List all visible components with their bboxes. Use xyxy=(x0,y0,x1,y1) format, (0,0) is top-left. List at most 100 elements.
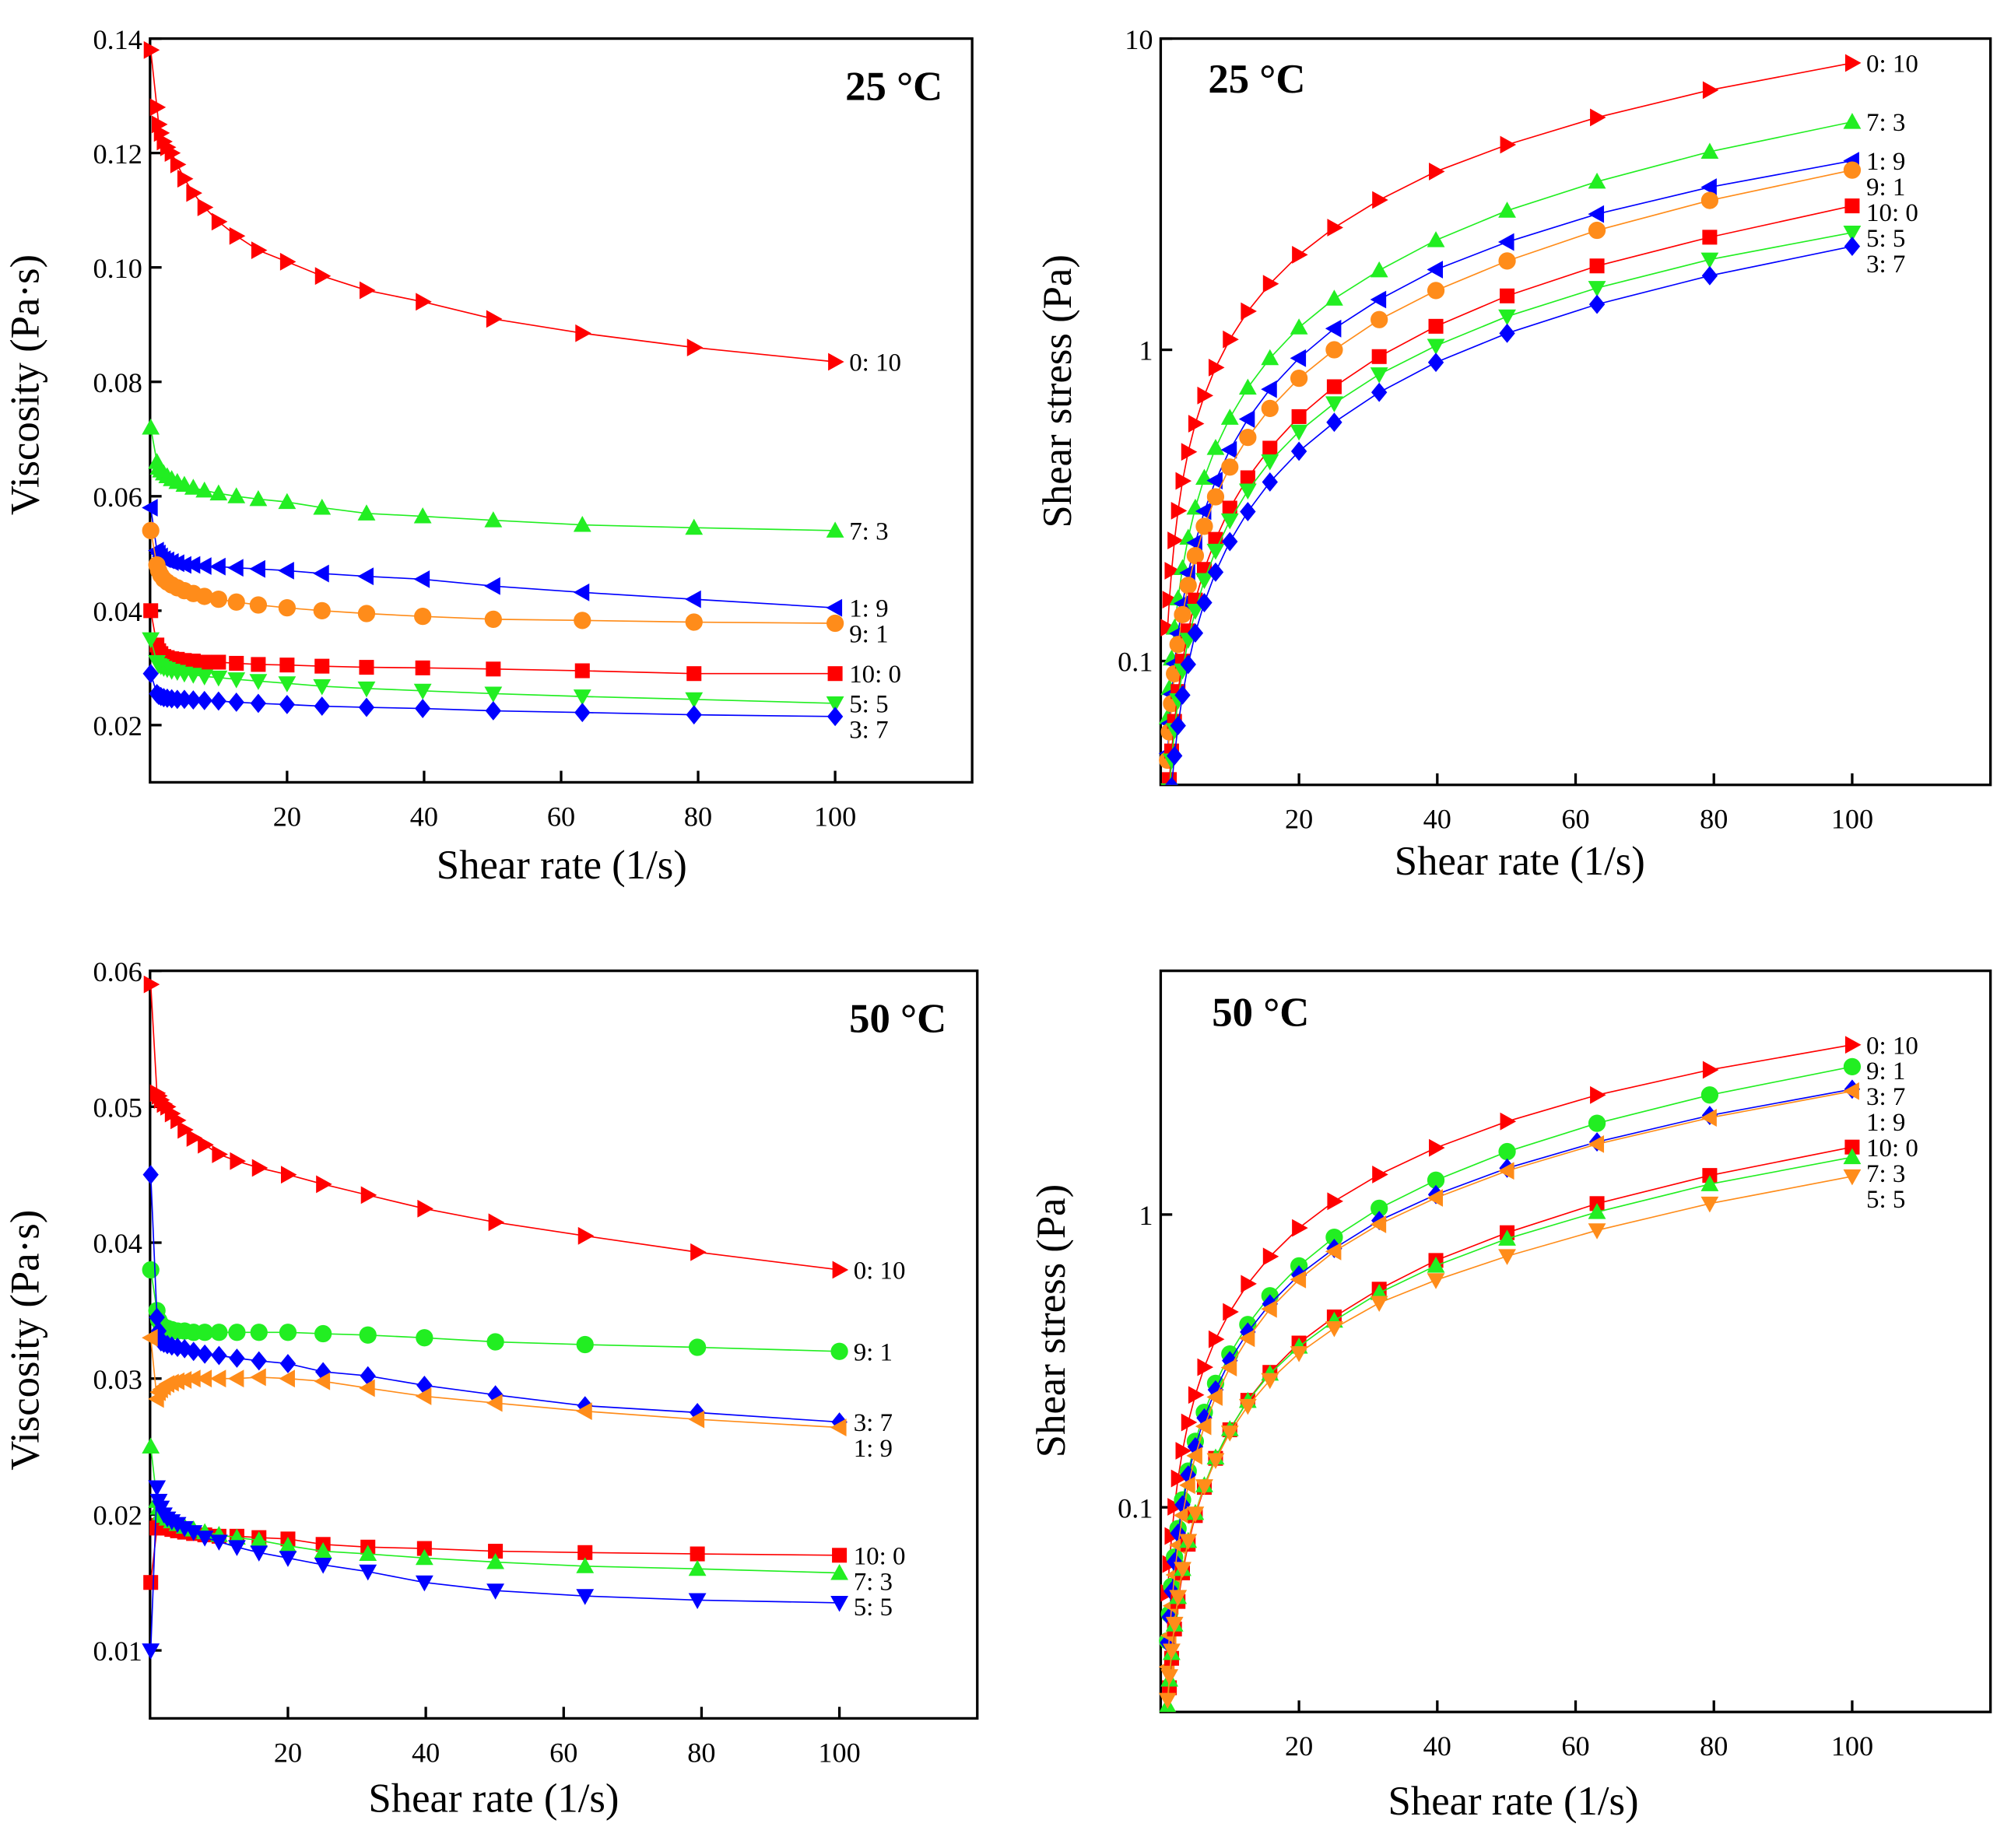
x-tick-label: 80 xyxy=(1700,1731,1728,1762)
marker xyxy=(1262,472,1278,492)
marker xyxy=(279,657,295,673)
marker xyxy=(1195,1479,1213,1496)
marker xyxy=(1238,410,1255,428)
series-label: 7: 3 xyxy=(1866,1160,1905,1188)
marker xyxy=(1325,289,1343,306)
marker xyxy=(1843,113,1862,129)
x-tick-label: 80 xyxy=(1700,804,1728,835)
marker xyxy=(1588,205,1605,223)
marker xyxy=(1160,812,1176,827)
marker xyxy=(1588,1114,1606,1132)
marker xyxy=(688,1593,707,1609)
y-tick-label: 10 xyxy=(1125,24,1153,55)
marker xyxy=(1179,577,1197,594)
marker xyxy=(195,587,213,605)
marker xyxy=(827,707,844,727)
marker xyxy=(488,1213,505,1232)
marker xyxy=(1326,412,1342,433)
marker xyxy=(576,1402,592,1421)
marker xyxy=(1261,454,1279,471)
marker xyxy=(1160,836,1175,855)
marker xyxy=(486,1552,504,1569)
series-label: 3: 7 xyxy=(1866,251,1905,279)
series-label: 1: 9 xyxy=(1866,1109,1905,1137)
marker xyxy=(1238,378,1257,395)
marker xyxy=(313,679,332,696)
marker xyxy=(280,1166,297,1184)
marker xyxy=(1700,1196,1719,1213)
marker xyxy=(685,613,703,631)
marker xyxy=(1206,1388,1223,1406)
marker xyxy=(1175,1442,1192,1460)
marker xyxy=(1170,716,1186,736)
marker xyxy=(184,479,202,495)
marker xyxy=(251,657,266,672)
series-label: 0: 10 xyxy=(1866,50,1918,78)
marker xyxy=(1262,275,1279,293)
marker xyxy=(186,184,202,202)
marker xyxy=(1238,1398,1257,1415)
marker xyxy=(830,1595,849,1612)
series-label: 3: 7 xyxy=(854,1409,893,1437)
marker xyxy=(143,40,160,59)
marker xyxy=(1195,502,1212,521)
x-tick-label: 40 xyxy=(410,801,438,832)
marker xyxy=(486,1394,503,1412)
marker xyxy=(1208,358,1225,377)
marker xyxy=(1163,1643,1181,1660)
marker xyxy=(413,507,432,524)
y-tick-label: 0.12 xyxy=(93,139,142,170)
marker xyxy=(1261,1373,1279,1390)
marker xyxy=(1700,1109,1717,1127)
marker xyxy=(313,498,332,515)
marker xyxy=(142,521,160,540)
marker xyxy=(227,559,244,577)
marker xyxy=(1427,1189,1444,1207)
marker xyxy=(575,324,591,342)
y-axis-title: Shear stress (Pa) xyxy=(1035,254,1080,528)
marker xyxy=(142,1643,160,1660)
marker xyxy=(1372,191,1388,209)
marker xyxy=(1290,1346,1308,1362)
marker xyxy=(1589,258,1605,274)
marker xyxy=(359,1379,375,1397)
y-tick-label: 1 xyxy=(1139,335,1153,366)
marker xyxy=(195,1531,214,1547)
marker xyxy=(1188,415,1205,433)
y-tick-label: 0.1 xyxy=(1118,647,1153,678)
marker xyxy=(1498,202,1516,218)
series-line xyxy=(149,1338,840,1429)
marker xyxy=(1160,1669,1179,1685)
marker xyxy=(313,564,329,583)
marker xyxy=(414,608,432,626)
marker xyxy=(1701,265,1718,286)
marker xyxy=(1162,807,1177,826)
marker xyxy=(250,1368,266,1387)
marker xyxy=(1261,1299,1277,1318)
marker xyxy=(1700,1086,1719,1104)
y-tick-label: 0.01 xyxy=(93,1636,142,1667)
marker xyxy=(229,1348,245,1368)
marker xyxy=(484,511,503,528)
marker xyxy=(228,693,244,712)
marker xyxy=(359,1326,377,1344)
series-label: 9: 1 xyxy=(849,621,888,649)
marker xyxy=(1165,777,1178,785)
series-label: 9: 1 xyxy=(1866,1057,1905,1085)
marker xyxy=(1427,231,1445,247)
marker xyxy=(1844,198,1860,214)
marker xyxy=(685,590,701,608)
marker xyxy=(1290,370,1308,387)
series-line xyxy=(1167,1043,1853,1594)
marker xyxy=(209,590,227,608)
marker xyxy=(1174,685,1191,705)
marker xyxy=(278,493,297,510)
marker xyxy=(1370,290,1387,309)
marker xyxy=(1174,605,1192,623)
marker xyxy=(209,484,228,501)
marker xyxy=(228,1540,246,1556)
marker xyxy=(686,666,702,682)
marker xyxy=(485,701,502,721)
marker xyxy=(415,1387,432,1405)
